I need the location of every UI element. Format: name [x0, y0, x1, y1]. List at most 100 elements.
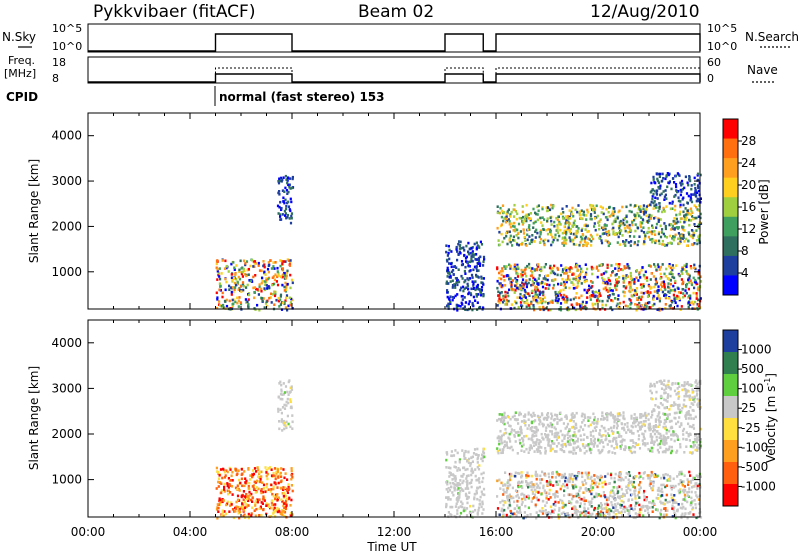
echo-cell [614, 509, 617, 512]
echo-cell [513, 265, 516, 268]
echo-cell [596, 297, 599, 301]
echo-cell [504, 484, 507, 487]
echo-cell [584, 263, 587, 266]
echo-cell [598, 512, 601, 516]
echo-cell [571, 240, 574, 243]
echo-cell [595, 425, 598, 429]
echo-cell [287, 205, 291, 208]
echo-cell [479, 291, 483, 295]
echo-cell [567, 480, 570, 483]
echo-cell [284, 214, 287, 217]
echo-cell [538, 486, 541, 490]
echo-cell [606, 443, 609, 446]
echo-cell [613, 476, 616, 480]
echo-cell [558, 418, 561, 422]
echo-cell [240, 468, 243, 471]
echo-cell [521, 278, 525, 281]
echo-cell [606, 266, 609, 269]
echo-cell [673, 222, 676, 225]
echo-cell [274, 503, 277, 506]
echo-cell [280, 420, 283, 423]
echo-cell [668, 264, 671, 268]
echo-cell [556, 231, 559, 234]
echo-cell [681, 282, 684, 286]
echo-cell [663, 198, 666, 201]
echo-cell [459, 483, 462, 486]
echo-cell [606, 418, 609, 422]
echo-cell [516, 212, 519, 216]
echo-cell [542, 510, 545, 513]
echo-cell [594, 302, 597, 306]
echo-cell [241, 502, 244, 505]
echo-cell [687, 183, 690, 187]
echo-cell [253, 286, 256, 289]
echo-cell [699, 222, 703, 225]
echo-cell [546, 483, 550, 486]
echo-cell [664, 427, 667, 430]
echo-cell [247, 497, 250, 500]
echo-cell [671, 498, 674, 502]
echo-cell [464, 487, 467, 490]
echo-cell [511, 287, 514, 291]
echo-cell [280, 487, 283, 490]
echo-cell [650, 214, 653, 217]
echo-cell [665, 293, 668, 297]
echo-cell [283, 514, 286, 518]
echo-cell [682, 437, 685, 441]
echo-cell [575, 513, 578, 516]
echo-cell [683, 495, 687, 499]
echo-cell [479, 290, 482, 293]
echo-cell [543, 243, 546, 247]
echo-cell [541, 298, 544, 301]
echo-cell [602, 281, 605, 285]
echo-cell [567, 431, 570, 434]
echo-cell [617, 490, 620, 493]
echo-cell [691, 215, 694, 218]
echo-cell [580, 471, 583, 475]
echo-cell [696, 484, 699, 488]
echo-cell [235, 505, 238, 508]
echo-cell [476, 461, 479, 464]
echo-cell [592, 295, 595, 298]
echo-cell [277, 296, 280, 300]
echo-cell [538, 241, 542, 244]
echo-cell [572, 277, 575, 281]
echo-cell [681, 507, 684, 510]
echo-cell [237, 305, 240, 308]
echo-cell [661, 210, 664, 214]
echo-cell [507, 218, 510, 221]
echo-cell [503, 414, 506, 418]
echo-cell [288, 183, 291, 187]
echo-cell [512, 496, 515, 500]
echo-cell [483, 493, 486, 497]
echo-cell [512, 267, 515, 271]
echo-cell [278, 205, 281, 209]
echo-cell [260, 501, 263, 504]
echo-cell [626, 425, 629, 428]
echo-cell [565, 230, 568, 234]
echo-cell [284, 507, 288, 511]
echo-cell [564, 266, 567, 269]
echo-cell [472, 295, 475, 299]
echo-cell [482, 255, 486, 259]
echo-cell [262, 483, 266, 487]
echo-cell [628, 223, 631, 227]
echo-cell [562, 280, 566, 284]
echo-cell [619, 478, 622, 481]
echo-cell [533, 426, 536, 429]
echo-cell [595, 492, 598, 496]
echo-cell [639, 208, 642, 211]
echo-cell [496, 436, 499, 440]
echo-cell [505, 431, 508, 435]
echo-cell [604, 495, 607, 499]
echo-cell [279, 392, 283, 396]
echo-cell [668, 500, 671, 504]
echo-cell [574, 236, 577, 240]
echo-cell [645, 414, 648, 418]
echo-cell [588, 503, 591, 506]
echo-cell [673, 217, 676, 220]
echo-cell [566, 296, 569, 300]
echo-cell [576, 440, 579, 443]
echo-cell [680, 422, 683, 425]
echo-cell [685, 237, 688, 241]
